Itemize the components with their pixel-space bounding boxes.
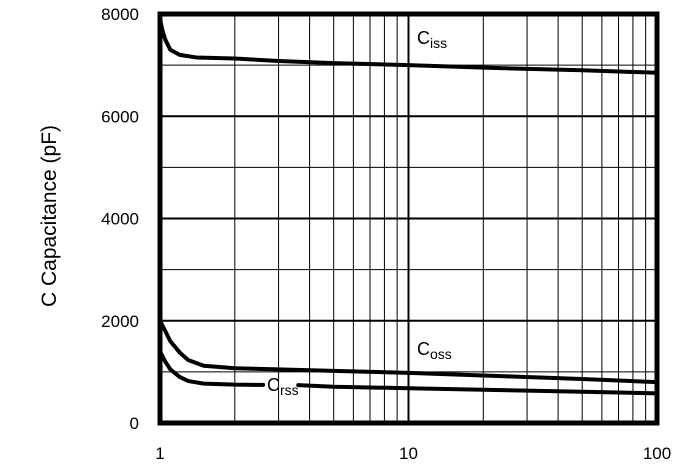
ciss-curve bbox=[158, 17, 659, 75]
ciss-label: Ciss bbox=[417, 28, 447, 51]
y-tick-label: 2000 bbox=[101, 312, 139, 331]
series-layer bbox=[158, 17, 659, 396]
crss-label: Crss bbox=[267, 375, 299, 398]
x-tick-label: 1 bbox=[155, 444, 164, 463]
coss-label: Coss bbox=[417, 339, 452, 362]
x-tick-label: 10 bbox=[399, 444, 418, 463]
label-layer: 1 10 100 0 2000 4000 6000 8000 Ciss Coss Crss bbox=[101, 5, 671, 463]
y-tick-label: 4000 bbox=[101, 210, 139, 229]
coss-curve bbox=[158, 318, 659, 385]
y-tick-label: 0 bbox=[130, 414, 139, 433]
crss-curve-segment-2 bbox=[296, 383, 659, 396]
y-axis-label: C Capacitance (pF) bbox=[38, 125, 61, 307]
y-tick-label: 8000 bbox=[101, 5, 139, 24]
crss-curve-segment-1 bbox=[158, 349, 266, 387]
x-tick-label: 100 bbox=[643, 444, 671, 463]
grid-layer bbox=[159, 13, 658, 424]
y-tick-label: 6000 bbox=[101, 107, 139, 126]
plot-frame bbox=[157, 11, 660, 426]
frame-layer bbox=[157, 11, 660, 426]
